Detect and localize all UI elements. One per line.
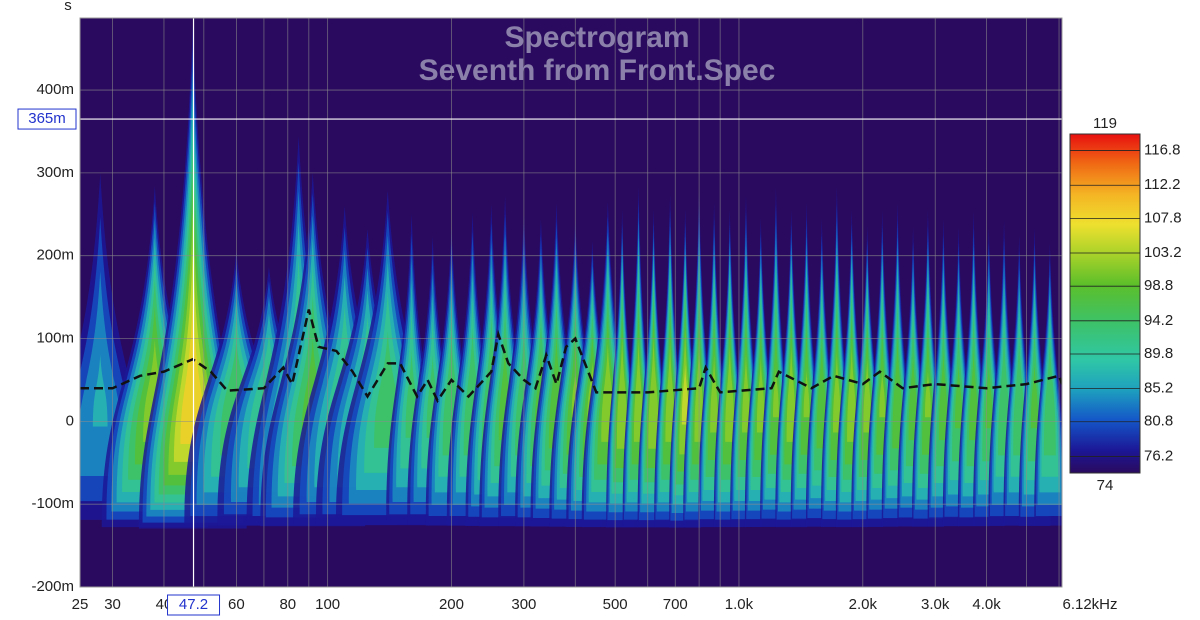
chart-subtitle: Seventh from Front.Spec <box>419 54 776 87</box>
grid <box>79 18 1062 588</box>
ridge-layer <box>665 341 675 442</box>
x-tick-label: 2.0k <box>849 596 878 613</box>
colorbar-tick-label: 76.2 <box>1144 447 1173 464</box>
ridge-layer <box>925 371 931 418</box>
cursor-x-label: 47.2 <box>179 596 208 613</box>
ridge <box>1034 242 1062 526</box>
y-tick-label: 200m <box>36 247 74 264</box>
colorbar-tick-label: 107.8 <box>1144 209 1182 226</box>
colorbar-tick-label: 89.8 <box>1144 345 1173 362</box>
ridge-layer <box>892 335 903 449</box>
colorbar <box>1069 133 1141 474</box>
ridge-layer <box>1030 363 1039 429</box>
x-tick-label: 80 <box>279 596 296 613</box>
ridge-layer <box>879 371 886 418</box>
colorbar-tick-label: 85.2 <box>1144 380 1173 397</box>
ridge-layer <box>725 345 735 442</box>
cursor-y-box <box>17 108 77 130</box>
ridge-layer <box>633 339 644 442</box>
ridge-layer <box>180 297 206 445</box>
x-tick-label: 700 <box>663 596 688 613</box>
x-tick-label: 25 <box>72 596 89 613</box>
colorbar-max: 119 <box>1093 115 1117 132</box>
ridge-layer <box>938 349 948 441</box>
y-tick-label: 0 <box>66 412 74 429</box>
ridge-layer <box>969 347 979 441</box>
y-tick-label: 100m <box>36 329 74 346</box>
ridge-layer <box>742 353 750 433</box>
ridge-layer <box>908 350 918 441</box>
x-tick-label: 300 <box>511 596 536 613</box>
cursor-x-box <box>167 594 221 616</box>
ridge-layer <box>803 370 810 418</box>
plot-frame <box>79 17 1063 588</box>
overlay <box>80 18 1062 587</box>
y-tick-label: 300m <box>36 164 74 181</box>
ridge-layer <box>756 357 765 433</box>
colorbar-tick-label: 116.8 <box>1144 142 1180 159</box>
colorbar-tick-label: 80.8 <box>1144 413 1173 430</box>
x-tick-label: 30 <box>104 596 121 613</box>
colorbar-tick-label: 112.2 <box>1144 176 1180 193</box>
x-tick-label: 500 <box>603 596 628 613</box>
y-tick-label: -100m <box>31 495 74 512</box>
ridge-layer <box>833 351 841 433</box>
ridge-layer <box>773 368 779 418</box>
colorbar-min: 74 <box>1097 477 1114 494</box>
ridge-layer <box>681 364 689 425</box>
ridge-layer <box>955 363 963 429</box>
spectrogram <box>80 25 1062 529</box>
ridge-layer <box>786 345 796 442</box>
x-tick-label: 1.0k <box>725 596 754 613</box>
ridge-layer <box>1043 338 1056 456</box>
peak-line <box>80 309 1062 404</box>
ridge-layer <box>847 345 857 442</box>
y-unit: s <box>64 0 72 14</box>
ridge-layer <box>710 354 718 433</box>
ridge-layer <box>985 363 993 429</box>
x-tick-label: 3.0k <box>921 596 950 613</box>
y-tick-label: -200m <box>31 578 74 595</box>
ridge-layer <box>92 354 108 427</box>
ridge-layer <box>863 358 872 433</box>
x-end-label: 6.12kHz <box>1062 596 1117 613</box>
cursor-y-label: 365m <box>28 110 66 127</box>
x-tick-label: 200 <box>439 596 464 613</box>
colorbar-tick-label: 94.2 <box>1144 312 1173 329</box>
x-tick-label: 60 <box>228 596 245 613</box>
colorbar-tick-label: 103.2 <box>1144 244 1182 261</box>
x-tick-label: 4.0k <box>972 596 1001 613</box>
y-tick-label: 400m <box>36 81 74 98</box>
x-tick-label: 100 <box>315 596 340 613</box>
chart-title: Spectrogram <box>504 21 689 54</box>
colorbar-tick-label: 98.8 <box>1144 277 1173 294</box>
